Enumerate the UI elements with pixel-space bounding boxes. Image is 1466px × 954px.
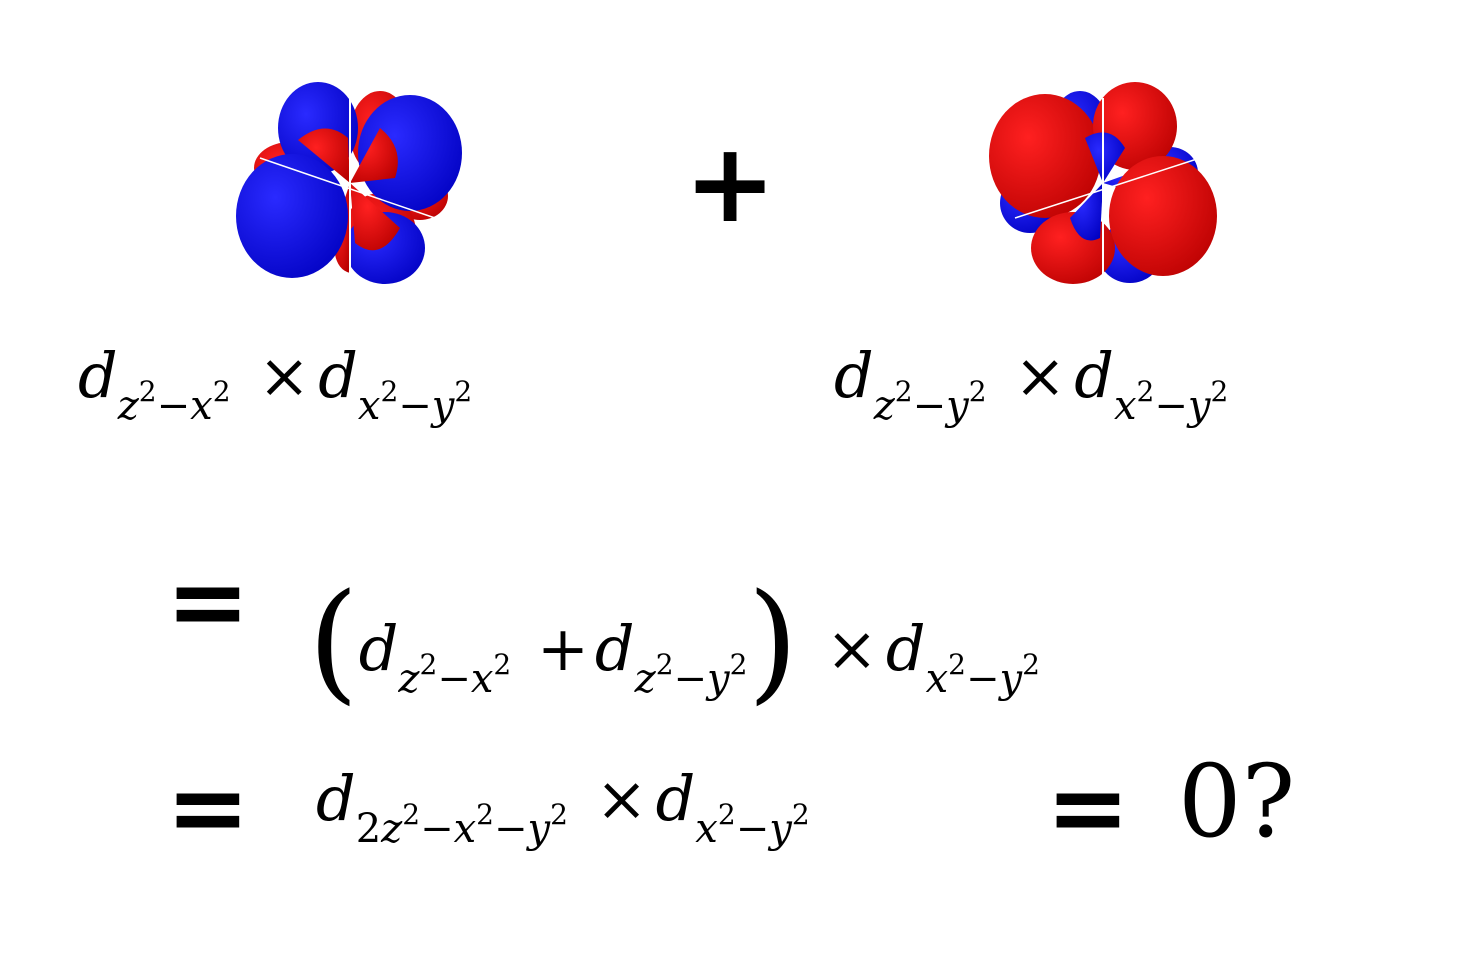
- sup-2: 2: [968, 375, 987, 408]
- row3-expression: d2z2−x2−y2 × dx2−y2: [316, 768, 810, 850]
- times-sign: ×: [258, 339, 311, 412]
- sup-2: 2: [791, 798, 810, 831]
- row2-expression: (dz2−x2 +dz2−y2) × dx2−y2: [308, 560, 1040, 706]
- sup-2: 2: [402, 798, 421, 831]
- sub-z: z: [873, 383, 895, 429]
- sup-2: 2: [1136, 375, 1155, 408]
- sub-z: z: [117, 383, 139, 429]
- sup-2: 2: [380, 375, 399, 408]
- equals-sign-row2: =: [166, 543, 250, 660]
- sub-x: x: [453, 806, 477, 852]
- sub-z: z: [634, 656, 656, 702]
- sub-x: x: [357, 383, 381, 429]
- times-sign: ×: [825, 612, 878, 685]
- sup-2: 2: [419, 648, 438, 681]
- sup-2: 2: [476, 798, 494, 831]
- open-paren: (: [308, 565, 359, 717]
- sub-y: y: [707, 656, 730, 702]
- d-symbol: d: [655, 762, 696, 835]
- zero-question: 0?: [1178, 743, 1296, 860]
- d-symbol: d: [318, 339, 358, 412]
- sub-minus: −: [156, 383, 191, 429]
- sup-2: 2: [138, 375, 157, 408]
- plus-operator: +: [536, 612, 589, 685]
- sup-2: 2: [1210, 375, 1229, 408]
- sub-minus: −: [420, 806, 454, 852]
- sup-2: 2: [454, 375, 473, 408]
- sub-minus: −: [735, 806, 770, 852]
- sub-minus: −: [437, 656, 471, 702]
- equals-sign-result: =: [1046, 749, 1130, 866]
- sup-2: 2: [493, 648, 512, 681]
- result-value: 0?: [1178, 752, 1295, 852]
- d-symbol: d: [78, 339, 118, 412]
- sup-2: 2: [894, 375, 913, 408]
- sub-z: z: [381, 806, 403, 852]
- close-paren: ): [747, 565, 799, 717]
- sub-minus: −: [673, 656, 708, 702]
- sup-2: 2: [212, 375, 231, 408]
- right-term-label: dz2−y2 × dx2−y2: [834, 345, 1229, 427]
- sub-x: x: [470, 656, 494, 702]
- sub-x: x: [925, 656, 949, 702]
- sub-coefficient: 2: [355, 806, 382, 852]
- sub-minus: −: [912, 383, 947, 429]
- times-sign: ×: [1014, 339, 1067, 412]
- sup-2: 2: [1022, 648, 1040, 681]
- sub-y: y: [999, 656, 1023, 702]
- sup-2: 2: [729, 648, 748, 681]
- times-sign: ×: [595, 762, 648, 835]
- plus-sign: +: [684, 119, 777, 247]
- d-symbol: d: [594, 612, 635, 685]
- sub-x: x: [695, 806, 718, 852]
- left-term-label: dz2−x2 × dx2−y2: [78, 345, 473, 427]
- sup-2: 2: [655, 648, 674, 681]
- sup-2: 2: [550, 798, 568, 831]
- sub-minus: −: [493, 806, 528, 852]
- sup-2: 2: [948, 648, 966, 681]
- d-symbol: d: [1074, 339, 1114, 412]
- sub-z: z: [398, 656, 420, 702]
- sub-y: y: [769, 806, 792, 852]
- d-symbol: d: [834, 339, 874, 412]
- sub-y: y: [946, 383, 969, 429]
- sub-y: y: [527, 806, 551, 852]
- sub-minus: −: [965, 656, 1000, 702]
- sub-x: x: [190, 383, 213, 429]
- right-orbital-icon: [985, 78, 1225, 290]
- d-symbol: d: [358, 612, 399, 685]
- sub-x: x: [1113, 383, 1137, 429]
- sub-y: y: [431, 383, 455, 429]
- sub-minus: −: [398, 383, 432, 429]
- d-symbol: d: [316, 762, 356, 835]
- d-symbol: d: [885, 612, 926, 685]
- equals-sign-row3: =: [166, 749, 250, 866]
- sub-minus: −: [1154, 383, 1188, 429]
- left-orbital-icon: [230, 78, 470, 290]
- sup-2: 2: [717, 798, 736, 831]
- sub-y: y: [1187, 383, 1211, 429]
